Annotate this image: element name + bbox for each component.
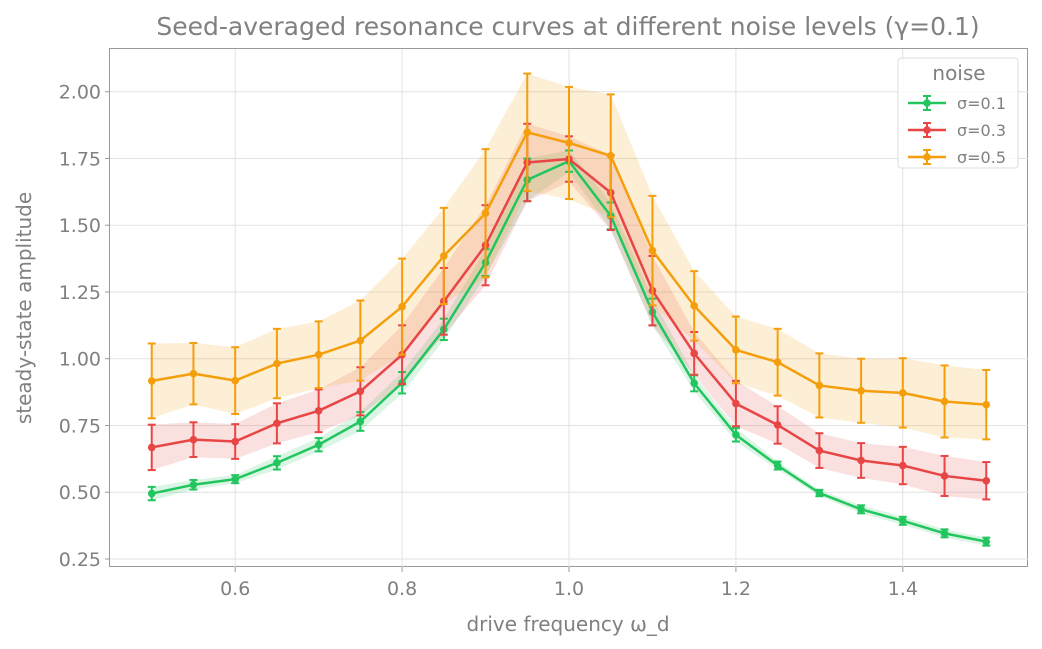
data-point — [606, 152, 615, 160]
data-point — [899, 517, 907, 525]
data-point — [398, 302, 406, 311]
data-point — [899, 389, 907, 397]
y-axis: 0.25 0.50 0.75 1.00 1.25 1.50 1.75 2.00 — [59, 82, 110, 571]
x-axis-label: drive frequency ω_d — [466, 612, 669, 636]
data-point — [314, 406, 323, 415]
data-point — [147, 377, 156, 385]
x-tick-label: 0.8 — [387, 578, 417, 600]
series-group — [147, 72, 991, 547]
x-tick-label: 1.2 — [721, 578, 751, 600]
data-point — [690, 379, 698, 388]
y-tick-label: 1.75 — [59, 148, 101, 170]
data-point — [273, 359, 281, 368]
data-point — [189, 369, 198, 378]
data-point — [982, 476, 991, 485]
data-point — [189, 435, 198, 444]
data-point — [940, 472, 949, 480]
data-point — [815, 381, 824, 390]
legend-label: σ=0.5 — [957, 148, 1006, 167]
data-point — [732, 431, 740, 439]
data-point — [440, 252, 448, 260]
series-3 — [147, 72, 991, 441]
x-tick-label: 1.4 — [888, 578, 918, 600]
data-point — [982, 537, 991, 546]
data-point — [857, 456, 865, 465]
legend-label: σ=0.3 — [957, 121, 1006, 140]
x-tick-label: 0.6 — [220, 578, 250, 600]
data-point — [356, 387, 365, 396]
legend: noise σ=0.1 σ=0.3 σ=0.5 — [897, 57, 1019, 169]
data-point — [231, 376, 239, 385]
data-point — [648, 246, 657, 255]
data-point — [481, 209, 490, 218]
data-point — [773, 461, 782, 470]
data-point — [857, 386, 865, 395]
data-point — [857, 505, 865, 514]
data-point — [231, 437, 239, 446]
data-point — [356, 417, 365, 426]
data-point — [314, 350, 323, 359]
legend-swatch-marker — [923, 99, 931, 107]
data-point — [690, 349, 698, 358]
data-point — [732, 399, 740, 408]
data-point — [773, 358, 782, 367]
chart-title: Seed-averaged resonance curves at differ… — [156, 12, 979, 41]
y-axis-label: steady-state amplitude — [12, 192, 36, 424]
data-point — [147, 489, 156, 498]
data-point — [273, 459, 281, 467]
data-point — [982, 400, 991, 409]
data-point — [147, 443, 156, 452]
data-point — [523, 128, 532, 137]
legend-entry-3: σ=0.5 — [908, 148, 1006, 167]
y-tick-label: 0.25 — [59, 549, 101, 571]
y-tick-label: 1.00 — [59, 349, 101, 371]
data-point — [231, 475, 239, 483]
data-point — [773, 421, 782, 429]
data-point — [815, 489, 824, 497]
data-point — [732, 346, 740, 354]
data-point — [565, 139, 573, 147]
y-tick-label: 1.50 — [59, 215, 101, 237]
legend-swatch-marker — [923, 126, 931, 134]
data-point — [356, 336, 365, 345]
y-tick-label: 0.75 — [59, 415, 101, 437]
x-tick-label: 1.0 — [554, 578, 584, 600]
data-point — [314, 440, 323, 449]
y-tick-label: 0.50 — [59, 482, 101, 504]
x-axis: 0.6 0.8 1.0 1.2 1.4 — [220, 567, 918, 600]
legend-frame — [897, 57, 1019, 169]
data-point — [189, 480, 198, 489]
y-tick-label: 2.00 — [59, 82, 101, 104]
data-point — [815, 446, 824, 455]
data-point — [940, 397, 949, 406]
data-point — [899, 461, 907, 470]
legend-entry-2: σ=0.3 — [908, 121, 1006, 140]
y-tick-label: 1.25 — [59, 282, 101, 304]
data-point — [940, 529, 949, 538]
legend-swatch-marker — [923, 153, 931, 161]
data-point — [273, 419, 281, 428]
legend-label: σ=0.1 — [957, 94, 1006, 113]
legend-entry-1: σ=0.1 — [908, 94, 1006, 113]
data-point — [690, 302, 698, 310]
legend-title: noise — [932, 61, 985, 85]
